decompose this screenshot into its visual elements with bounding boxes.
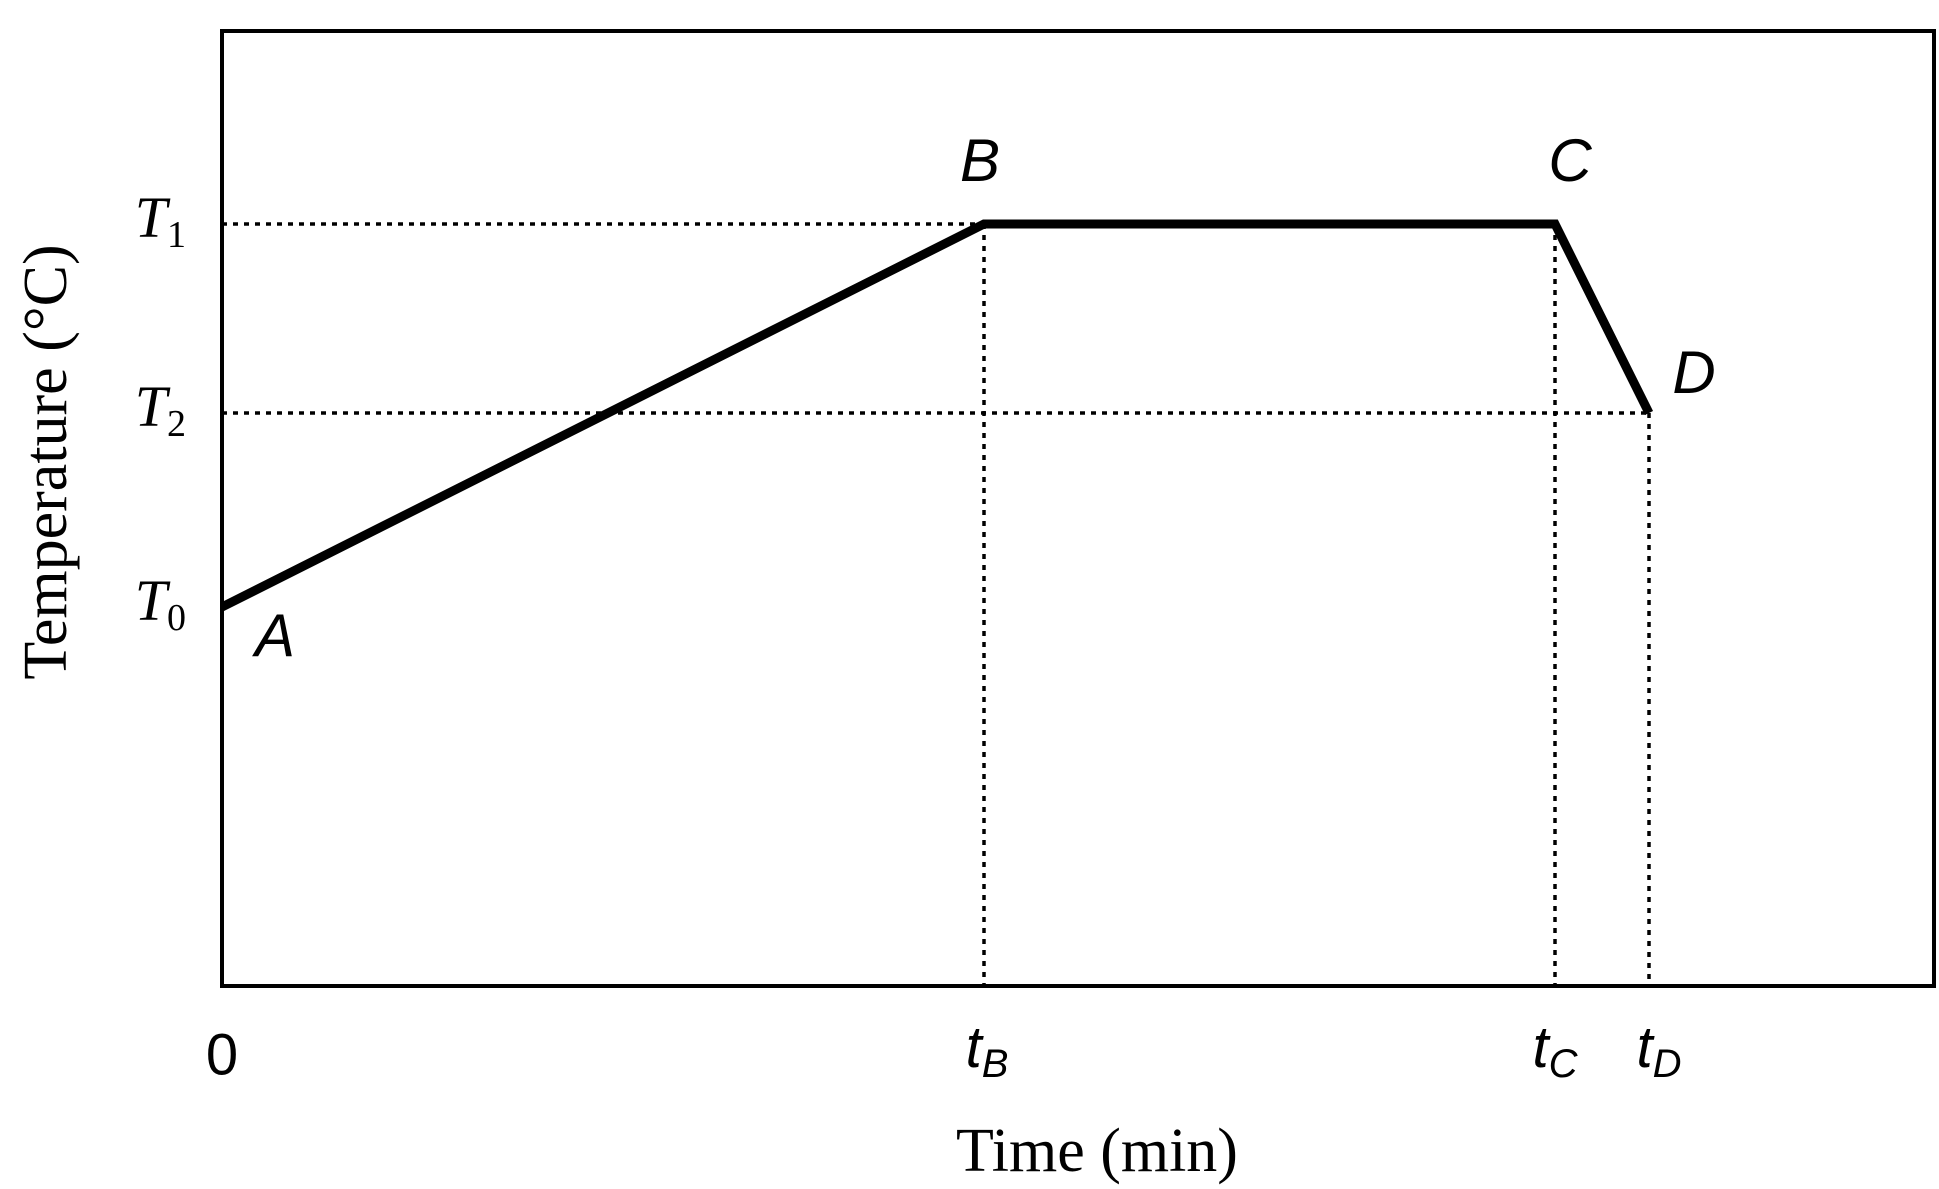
temperature-profile (219, 219, 1654, 612)
plot-frame (220, 29, 1936, 988)
tick-symbol: t (966, 1015, 985, 1080)
tick-label: T1 (135, 185, 186, 255)
tick-subscript: B (982, 1042, 1009, 1086)
x-axis-title: Time (min) (956, 1117, 1238, 1185)
point-label: A (252, 602, 295, 669)
tick-subscript: 0 (167, 597, 186, 639)
tick-subscript: 2 (167, 403, 186, 445)
point-label: D (1672, 339, 1715, 406)
tick-symbol: t (1636, 1015, 1655, 1080)
tick-label: tD (1636, 1015, 1681, 1085)
tick-symbol: T (135, 568, 171, 633)
tick-label: T0 (135, 568, 186, 638)
tick-label: T2 (135, 374, 186, 444)
tick-subscript: D (1653, 1042, 1682, 1086)
tick-symbol: T (135, 374, 171, 439)
tick-subscript: C (1549, 1042, 1579, 1086)
point-label: C (1548, 127, 1592, 194)
tick-label: tB (966, 1015, 1009, 1085)
tick-label: tC (1532, 1015, 1578, 1085)
x-ticks: tB tC tD (966, 1015, 1682, 1085)
y-axis-title: Temperature (°C) (12, 244, 80, 679)
tick-subscript: 1 (167, 214, 186, 256)
tick-symbol: t (1532, 1015, 1551, 1080)
x-origin-label: 0 (206, 1022, 238, 1087)
tick-symbol: T (135, 185, 171, 250)
point-label: B (960, 127, 1000, 194)
